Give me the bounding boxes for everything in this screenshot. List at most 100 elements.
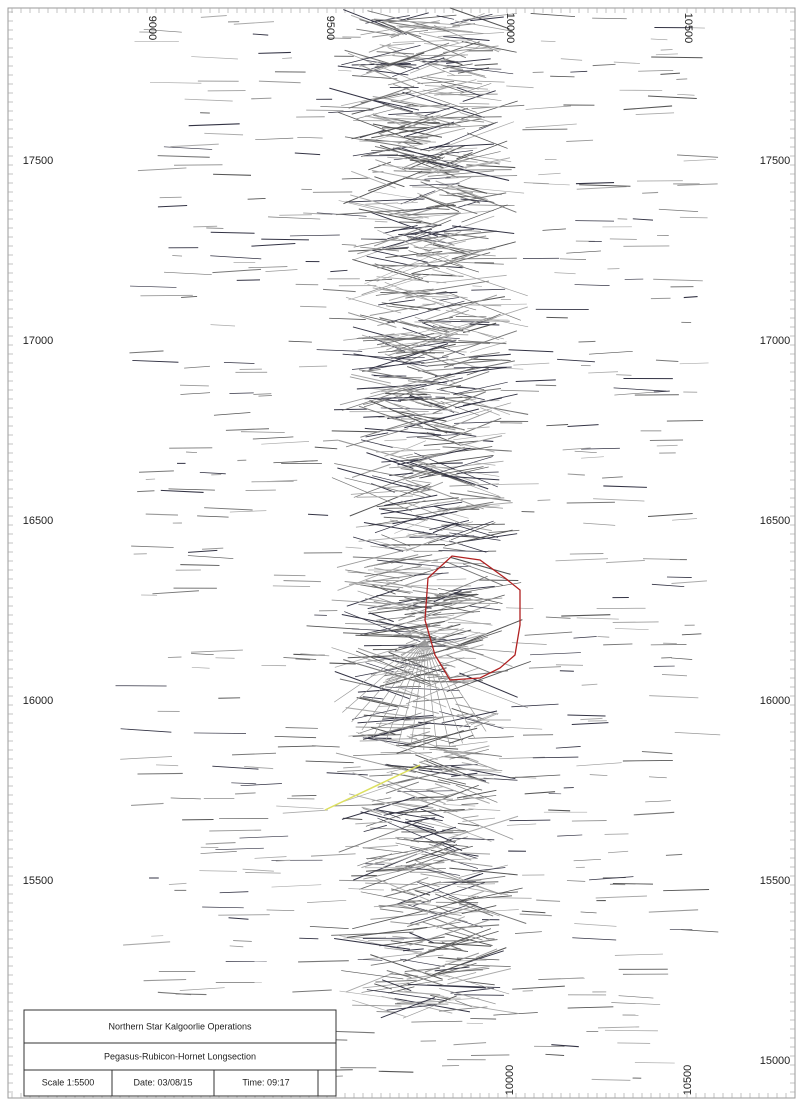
- drill-trace: [419, 761, 490, 784]
- drill-trace: [409, 932, 434, 944]
- y-label-right: 17000: [760, 335, 791, 347]
- drill-trace: [379, 936, 445, 947]
- drill-trace: [463, 594, 505, 608]
- drill-trace: [472, 867, 506, 872]
- drill-trace: [401, 147, 467, 169]
- drill-trace: [356, 103, 414, 120]
- drill-trace: [574, 450, 597, 453]
- drill-trace: [477, 80, 505, 83]
- drill-trace: [378, 412, 443, 418]
- drill-trace: [461, 881, 499, 884]
- drill-trace: [160, 489, 204, 493]
- drill-trace: [200, 15, 227, 18]
- drill-trace: [460, 198, 492, 203]
- drill-trace: [372, 639, 426, 738]
- drill-trace: [377, 605, 435, 610]
- drill-trace: [283, 580, 321, 583]
- drill-trace: [454, 257, 517, 260]
- drill-trace: [443, 924, 500, 930]
- drill-trace: [297, 136, 323, 139]
- scale: Scale 1:5500: [42, 1077, 95, 1087]
- drill-trace: [390, 888, 416, 896]
- drill-trace: [437, 32, 505, 37]
- drill-trace: [168, 488, 215, 491]
- drill-trace: [415, 248, 490, 257]
- drill-trace: [179, 384, 209, 387]
- drill-trace: [367, 387, 450, 395]
- drill-trace: [120, 728, 172, 733]
- drill-trace: [403, 398, 459, 414]
- drill-trace: [326, 772, 368, 776]
- drill-trace: [360, 314, 396, 324]
- drill-trace: [373, 213, 460, 247]
- drill-trace: [352, 75, 398, 80]
- drill-trace: [223, 361, 255, 364]
- drill-trace: [387, 47, 456, 76]
- drill-trace: [344, 477, 427, 498]
- drill-trace: [397, 838, 469, 848]
- drill-trace: [357, 853, 393, 867]
- drill-trace: [387, 300, 465, 324]
- drill-trace: [397, 768, 457, 784]
- drill-trace: [420, 422, 464, 430]
- drill-trace: [236, 279, 261, 281]
- drill-trace: [333, 804, 385, 807]
- drill-trace: [392, 628, 459, 636]
- drill-trace: [290, 460, 314, 463]
- drill-trace: [131, 802, 164, 806]
- drill-trace: [362, 847, 408, 854]
- drill-trace: [441, 841, 463, 851]
- drill-trace: [429, 143, 494, 148]
- drill-trace: [506, 823, 537, 826]
- drill-trace: [470, 358, 511, 361]
- drill-trace: [445, 561, 504, 586]
- drill-trace: [377, 229, 449, 261]
- drill-trace: [411, 629, 433, 638]
- drill-trace: [307, 899, 347, 903]
- drill-trace: [406, 434, 458, 438]
- drill-trace: [449, 66, 486, 77]
- drill-trace: [436, 565, 471, 569]
- drill-trace: [588, 371, 618, 374]
- drill-trace: [271, 884, 322, 888]
- y-label-right: 16500: [760, 515, 791, 527]
- drill-trace: [344, 49, 407, 69]
- drill-trace: [351, 63, 411, 66]
- drill-trace: [184, 365, 210, 369]
- drill-trace: [376, 737, 418, 741]
- drill-trace: [399, 234, 453, 245]
- drill-trace: [399, 221, 422, 223]
- drill-trace: [458, 852, 479, 857]
- drill-trace: [386, 763, 467, 785]
- drill-trace: [388, 104, 450, 128]
- drill-trace: [511, 642, 547, 645]
- drill-trace: [341, 383, 422, 411]
- drill-trace: [180, 564, 220, 566]
- drill-trace: [351, 708, 397, 720]
- drill-trace: [425, 454, 494, 465]
- drill-trace: [447, 677, 529, 709]
- drill-trace: [447, 968, 511, 985]
- drill-trace: [566, 139, 594, 142]
- drill-trace: [152, 590, 199, 595]
- drill-trace: [470, 1018, 497, 1020]
- drill-trace: [123, 941, 171, 946]
- title-block-box: [23, 1009, 337, 1097]
- drill-trace: [399, 118, 482, 133]
- drill-trace: [419, 432, 435, 434]
- drill-trace: [377, 778, 411, 788]
- drill-trace: [433, 766, 503, 772]
- drill-trace: [375, 159, 407, 171]
- drill-trace: [405, 479, 484, 510]
- drill-trace: [384, 439, 407, 442]
- drill-trace: [525, 123, 577, 129]
- drill-trace: [400, 627, 464, 656]
- drill-trace: [424, 639, 438, 750]
- drill-trace: [351, 361, 425, 370]
- drill-trace: [446, 660, 532, 693]
- drill-trace: [338, 820, 423, 853]
- drill-trace: [360, 55, 421, 77]
- drill-trace: [495, 483, 539, 485]
- drill-trace: [351, 103, 390, 115]
- drill-trace: [352, 259, 429, 283]
